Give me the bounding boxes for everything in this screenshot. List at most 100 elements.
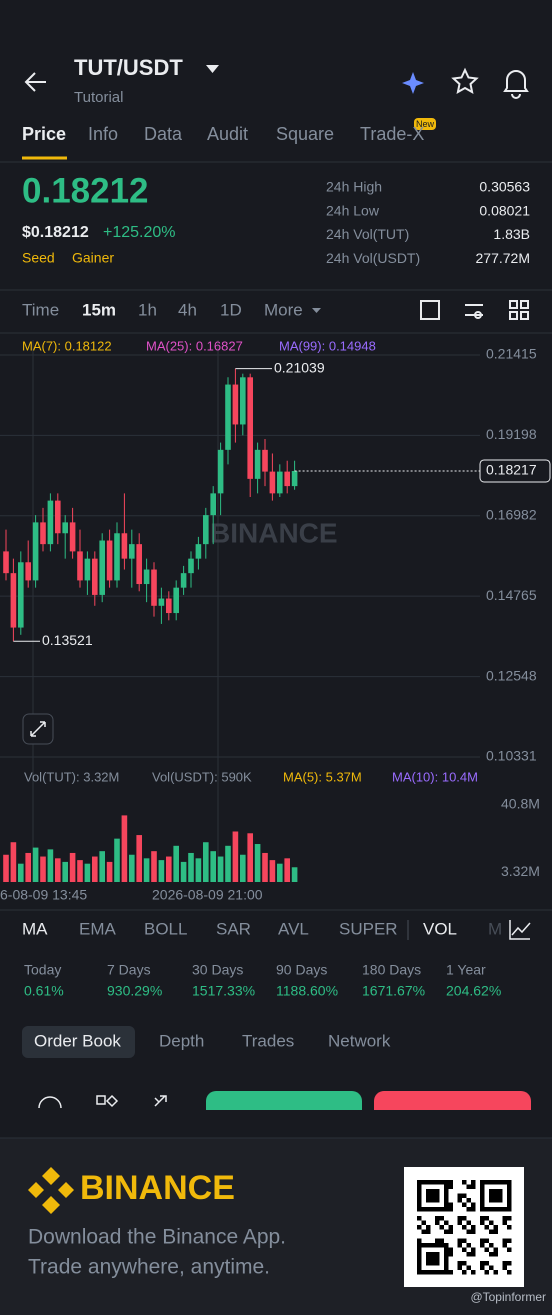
qr-cell [448, 1184, 453, 1189]
qr-cell [448, 1229, 453, 1234]
interval[interactable]: 1D [220, 300, 242, 319]
dropdown[interactable] [206, 65, 219, 73]
volume-bar [121, 815, 128, 882]
interval[interactable]: More [264, 300, 303, 319]
qr-cell [471, 1184, 476, 1189]
stat-label: 24h Vol(USDT) [326, 250, 420, 266]
badge-bg [414, 118, 436, 130]
qr-cell [484, 1225, 489, 1230]
alert-icon[interactable] [503, 70, 529, 99]
indicator[interactable]: M [488, 919, 502, 938]
volume-bar [210, 851, 216, 882]
indicator[interactable]: SUPER [339, 919, 398, 938]
badge: New [416, 119, 435, 129]
indicator[interactable]: SAR [216, 919, 251, 938]
volume-bar [136, 835, 142, 882]
qr-cell [435, 1180, 440, 1185]
qr-cell [493, 1252, 498, 1257]
tab[interactable]: Price [22, 124, 66, 144]
qr-cell [466, 1243, 471, 1248]
indicator[interactable]: AVL [278, 919, 309, 938]
volume-bar [114, 838, 120, 882]
favorite-icon[interactable] [451, 67, 479, 94]
book-tab[interactable]: Order Book [34, 1031, 121, 1050]
volume-bar [269, 860, 276, 882]
low-label: 0.13521 [42, 632, 93, 648]
indicator[interactable]: VOL [423, 919, 457, 938]
candle-body [284, 471, 290, 487]
qr-cell [457, 1265, 462, 1270]
qr-cell [421, 1220, 426, 1225]
ai-icon[interactable] [402, 72, 424, 94]
cover [0, 1110, 552, 1138]
stat-label: 24h High [326, 179, 382, 195]
vol-legend: Vol(TUT): 3.32M [24, 769, 119, 784]
interval[interactable]: Time [22, 300, 59, 319]
indicator[interactable]: BOLL [144, 919, 187, 938]
volume-bar [55, 858, 61, 882]
candle-body [240, 377, 246, 425]
qr-cell [507, 1216, 512, 1221]
book-tab[interactable]: Depth [159, 1031, 204, 1050]
qr-cell [426, 1189, 431, 1194]
qr-cell [430, 1207, 435, 1212]
qr-cell [502, 1261, 507, 1266]
volume-bar [247, 833, 253, 882]
volume-bar [10, 842, 17, 882]
qr-cell [444, 1261, 449, 1266]
chart-tools[interactable] [420, 300, 529, 320]
qr-cell [444, 1202, 449, 1207]
interval[interactable]: 1h [138, 300, 157, 319]
qr-cell [493, 1207, 498, 1212]
qr-cell [471, 1180, 476, 1185]
indicator-settings[interactable] [509, 920, 531, 940]
qr-cell [489, 1220, 494, 1225]
qr-cell [439, 1270, 444, 1275]
candle-body [262, 449, 268, 472]
qr-cell [435, 1243, 440, 1248]
qr-cell [435, 1256, 440, 1261]
qr-cell [462, 1225, 467, 1230]
qr-cell [502, 1220, 507, 1225]
volume-bar [240, 854, 246, 882]
indicator[interactable]: MA [22, 919, 48, 938]
period-change: 1671.67% [362, 983, 425, 999]
volume-bar [195, 858, 202, 882]
tab[interactable]: Data [144, 124, 183, 144]
qr-cell [489, 1265, 494, 1270]
quick-icons[interactable] [38, 1094, 167, 1109]
tab[interactable]: Info [88, 124, 118, 144]
qr-cell [444, 1252, 449, 1257]
tab[interactable]: Square [276, 124, 334, 144]
qr-cell [417, 1256, 422, 1261]
qr-cell [435, 1238, 440, 1243]
book-tab[interactable]: Network [328, 1031, 391, 1050]
qr-cell [493, 1193, 498, 1198]
candle-body [129, 544, 135, 559]
back-button[interactable] [24, 72, 46, 92]
qr-cell [444, 1198, 449, 1203]
qr-cell [435, 1193, 440, 1198]
qr-cell [417, 1238, 422, 1243]
qr-cell [426, 1229, 431, 1234]
interval[interactable]: 15m [82, 300, 116, 319]
book-tab[interactable]: Trades [242, 1031, 294, 1050]
stat-label: 24h Low [326, 202, 380, 218]
qr-cell [462, 1238, 467, 1243]
interval[interactable]: 4h [178, 300, 197, 319]
volume-bar [173, 845, 179, 882]
change: +125.20% [103, 224, 176, 241]
qr-cell [471, 1207, 476, 1212]
volume-bar [262, 852, 268, 882]
volume-bar [254, 844, 261, 882]
qr-cell [480, 1243, 485, 1248]
qr-cell [417, 1261, 422, 1266]
tab[interactable]: Audit [207, 124, 248, 144]
stat-value: 277.72M [476, 250, 530, 266]
candle-body [136, 544, 142, 585]
indicator[interactable]: EMA [79, 919, 117, 938]
qr-cell [426, 1261, 431, 1266]
tab[interactable]: Trade-X [360, 124, 424, 144]
qr-cell [489, 1229, 494, 1234]
volume-bar [203, 842, 209, 882]
